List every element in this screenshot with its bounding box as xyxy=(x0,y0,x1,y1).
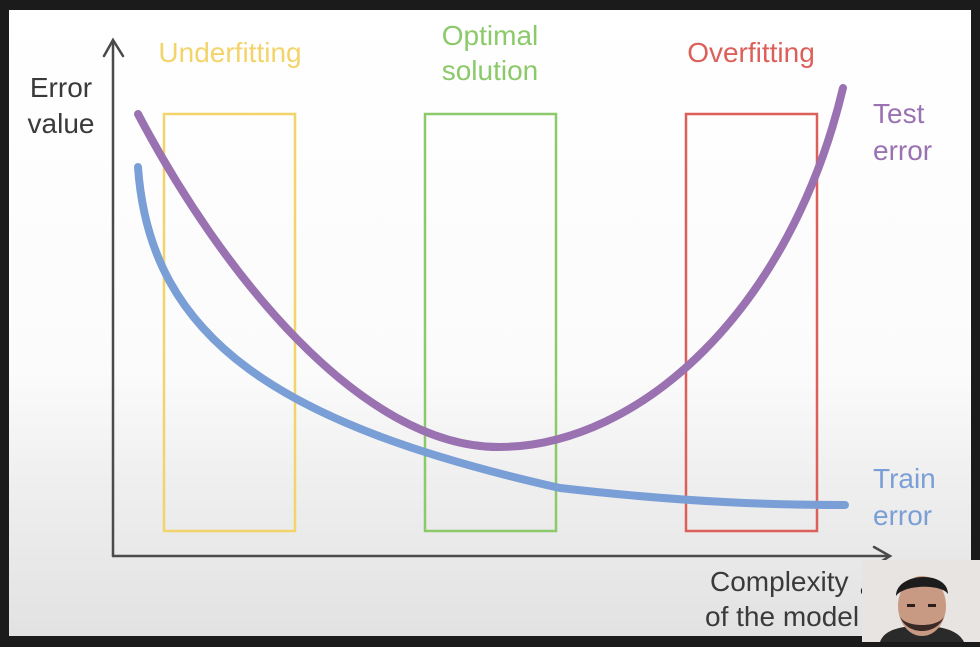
test-error-curve xyxy=(134,84,847,452)
train-error-label-line-1: Train xyxy=(873,463,936,494)
slide-background xyxy=(9,10,971,636)
train-error-curve xyxy=(134,163,849,509)
underfitting-zone-box xyxy=(162,112,297,533)
y-axis-arrow xyxy=(102,37,125,58)
axes xyxy=(102,37,893,568)
optimal-label-line-2: solution xyxy=(442,55,539,86)
optimal-label-line-1: Optimal xyxy=(442,20,538,51)
presenter-webcam xyxy=(862,560,980,642)
train-error-label-line-2: error xyxy=(873,500,932,531)
x-axis-label-line-2: of the model xyxy=(705,601,859,632)
x-axis-label-line-1: Complexity xyxy=(710,566,848,597)
presenter-avatar xyxy=(862,560,980,642)
test-error-label-line-1: Test xyxy=(873,98,925,129)
overfitting-zone-box xyxy=(684,112,819,533)
test-error-label-line-2: error xyxy=(873,135,932,166)
y-axis-label-line-1: Error xyxy=(30,72,92,103)
y-axis-label-line-2: value xyxy=(28,108,95,139)
optimal-zone-box xyxy=(423,112,558,533)
underfitting-label: Underfitting xyxy=(158,37,301,68)
overfitting-label: Overfitting xyxy=(687,37,815,68)
